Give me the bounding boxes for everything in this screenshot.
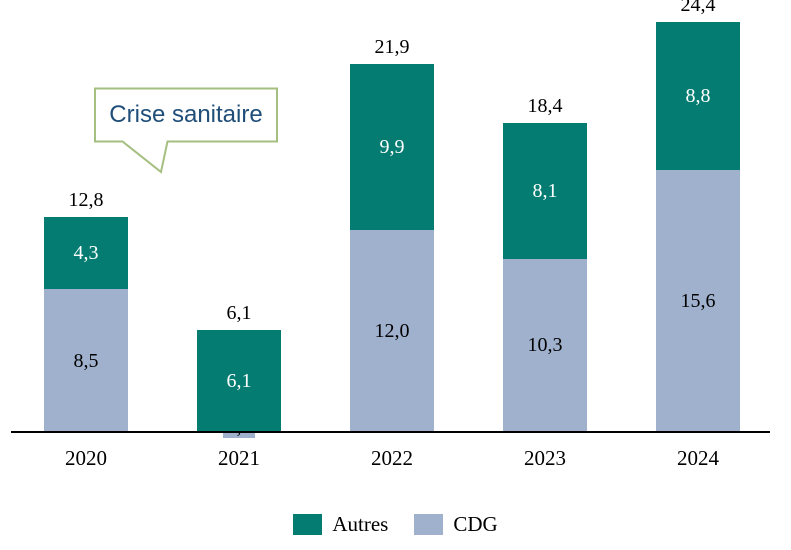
total-label-2020: 12,8	[68, 188, 104, 211]
legend-item-cdg: CDG	[414, 512, 498, 536]
bar-segment-cdg-2023: 10,3	[503, 258, 587, 432]
segment-value-label: 8,8	[685, 84, 711, 107]
segment-value-label: 15,6	[680, 289, 716, 312]
segment-value-label: 8,1	[532, 179, 558, 202]
x-axis-label-2022: 2022	[371, 446, 413, 470]
legend-label: Autres	[332, 512, 389, 536]
segment-value-label: 4,3	[73, 242, 99, 265]
legend: Autres CDG	[0, 514, 791, 535]
x-axis-label-2020: 2020	[65, 446, 107, 470]
segment-value-label: 10,3	[527, 334, 563, 357]
total-label-2021: 6,1	[226, 301, 252, 324]
legend-swatch-cdg	[414, 514, 444, 535]
x-axis-line	[11, 431, 770, 433]
legend-label: CDG	[453, 512, 498, 536]
bar-segment-autres-2021: 6,1	[197, 329, 281, 432]
annotation-text: Crise sanitaire	[109, 101, 263, 128]
bar-segment-autres-2023: 8,1	[503, 122, 587, 259]
x-axis-label-2023: 2023	[524, 446, 566, 470]
total-label-2022: 21,9	[374, 36, 410, 59]
bar-segment-autres-2022: 9,9	[350, 64, 434, 231]
segment-value-label: 12,0	[374, 320, 410, 343]
segment-value-label: 9,9	[379, 136, 405, 159]
total-label-2024: 24,4	[680, 0, 716, 17]
segment-value-label: 8,5	[73, 349, 99, 372]
bar-segment-cdg-2024: 15,6	[656, 169, 740, 432]
segment-value-label: 6,1	[226, 369, 252, 392]
x-axis-label-2024: 2024	[677, 446, 719, 470]
legend-swatch-autres	[293, 514, 323, 535]
legend-item-autres: Autres	[293, 514, 388, 535]
bar-segment-cdg-2020: 8,5	[44, 289, 128, 432]
bar-segment-autres-2024: 8,8	[656, 22, 740, 170]
total-label-2023: 18,4	[527, 94, 563, 117]
x-axis-label-2021: 2021	[218, 446, 260, 470]
bar-segment-cdg-2022: 12,0	[350, 230, 434, 432]
bar-segment-autres-2020: 4,3	[44, 216, 128, 290]
